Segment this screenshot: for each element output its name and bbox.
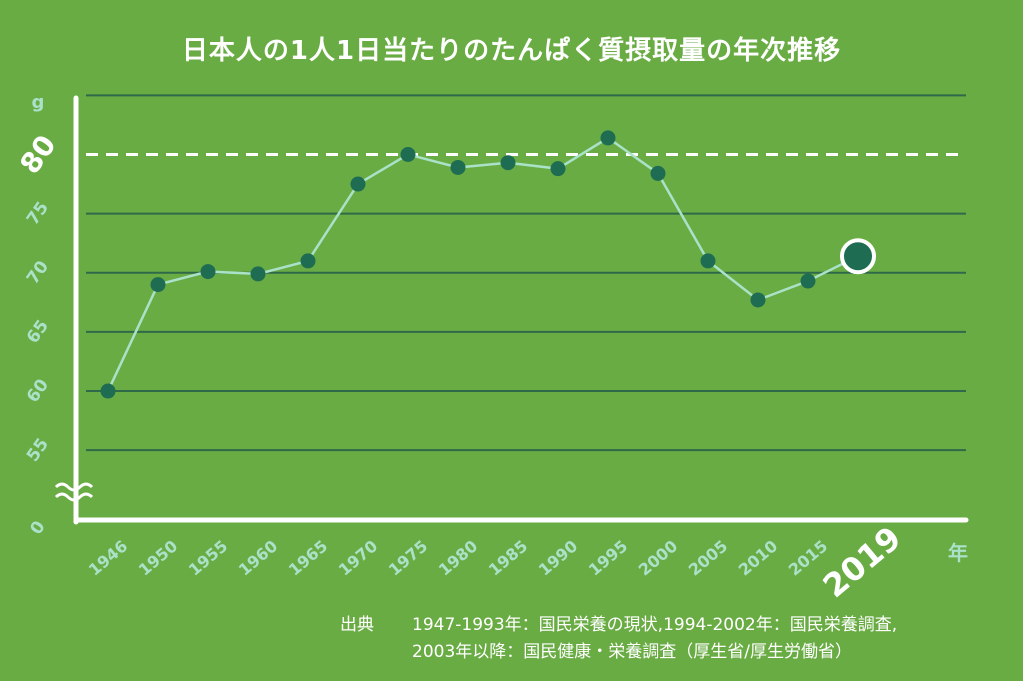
x-tick-label: 1975 — [385, 536, 431, 579]
data-point — [750, 292, 766, 308]
y-tick-label: 60 — [23, 375, 53, 406]
source-line-1: 1947-1993年：国民栄養の現状,1994-2002年：国民栄養調査, — [412, 615, 898, 635]
y-tick-label: 75 — [23, 198, 53, 229]
x-tick-label: 1980 — [435, 536, 481, 579]
data-point — [300, 253, 316, 269]
data-point-highlight — [840, 238, 876, 275]
x-tick-label: 1970 — [335, 536, 381, 579]
data-point — [450, 159, 466, 175]
data-point — [600, 130, 616, 146]
data-point — [650, 165, 666, 181]
axis-break-icon — [54, 482, 94, 502]
axes — [54, 95, 969, 525]
x-tick-label: 2005 — [685, 536, 731, 579]
data-point — [100, 383, 116, 399]
data-point — [350, 176, 366, 192]
x-tick-label: 2010 — [735, 536, 781, 579]
chart-title: 日本人の1人1日当たりのたんぱく質摂取量の年次推移 — [181, 36, 842, 66]
y-tick-labels: 0 55 60 65 70 75 80 — [13, 129, 62, 539]
source-line-2: 2003年以降：国民健康・栄養調査（厚生省/厚生労働省） — [412, 642, 852, 662]
x-axis-unit: 年 — [948, 541, 968, 565]
y-tick-label: 65 — [23, 316, 53, 347]
x-tick-label: 1946 — [85, 536, 131, 579]
source-note: 出典 1947-1993年：国民栄養の現状,1994-2002年：国民栄養調査, … — [340, 612, 897, 666]
y-tick-label: 55 — [23, 435, 53, 466]
data-point — [800, 273, 816, 289]
x-tick-labels: 1946 1950 1955 1960 1965 1970 1975 1980 1985 1990… — [85, 519, 908, 605]
data-point — [550, 161, 566, 177]
x-tick-label: 2000 — [635, 536, 681, 579]
series-line — [106, 136, 859, 392]
y-tick-label: 0 — [26, 517, 49, 538]
data-point — [250, 266, 266, 282]
x-tick-label: 1965 — [285, 536, 331, 579]
data-point — [150, 277, 166, 293]
x-tick-label: 1955 — [185, 536, 231, 579]
x-tick-label: 2019 — [816, 519, 909, 605]
data-point — [500, 155, 516, 171]
data-point — [200, 264, 216, 280]
data-point — [700, 253, 716, 269]
y-axis-unit: g — [32, 92, 45, 113]
y-tick-label: 80 — [13, 129, 62, 180]
x-tick-label: 1950 — [135, 536, 181, 579]
data-points — [100, 130, 876, 399]
data-point — [400, 146, 416, 162]
source-label: 出典 — [340, 615, 374, 635]
x-tick-label: 1960 — [235, 536, 281, 579]
x-tick-label: 1990 — [535, 536, 581, 579]
x-tick-label: 1995 — [585, 536, 631, 579]
x-tick-label: 1985 — [485, 536, 531, 579]
y-tick-label: 70 — [23, 257, 53, 288]
